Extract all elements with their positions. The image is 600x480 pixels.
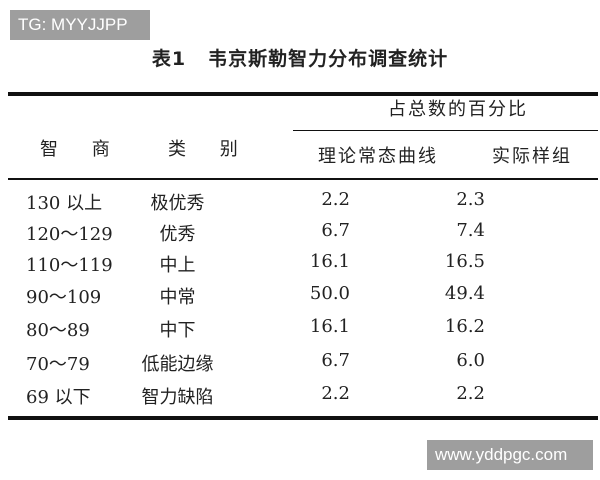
actual-cell: 2.2 — [456, 383, 485, 404]
table-row: 110～119 中上 16.1 16.5 — [0, 251, 600, 276]
table-row: 90～109 中常 50.0 49.4 — [0, 283, 600, 308]
iq-cell: 70～79 — [26, 354, 90, 375]
header-bottom-rule — [8, 178, 598, 180]
watermark-top-left: TG: MYYJJPP — [10, 10, 150, 40]
category-cell: 中下 — [159, 320, 196, 341]
iq-cell: 130 以上 — [26, 193, 103, 214]
theoretical-cell: 6.7 — [321, 350, 350, 371]
actual-cell: 2.3 — [456, 189, 485, 210]
category-cell: 极优秀 — [150, 193, 205, 214]
category-cell: 智力缺陷 — [141, 387, 214, 408]
header-sub-rule — [293, 130, 598, 131]
theoretical-cell: 2.2 — [321, 383, 350, 404]
header-category: 类 别 — [168, 139, 252, 160]
table-row: 70～79 低能边缘 6.7 6.0 — [0, 350, 600, 375]
table-title-text: 韦京斯勒智力分布调查统计 — [208, 48, 449, 70]
header-percent-group: 占总数的百分比 — [388, 99, 528, 120]
table-title: 表1 韦京斯勒智力分布调查统计 — [0, 44, 600, 71]
table-row: 80～89 中下 16.1 16.2 — [0, 316, 600, 341]
table-row: 69 以下 智力缺陷 2.2 2.2 — [0, 383, 600, 408]
watermark-bottom-right: www.yddpgc.com — [427, 440, 593, 470]
iq-cell: 80～89 — [26, 320, 90, 341]
header-theoretical: 理论常态曲线 — [318, 146, 438, 167]
theoretical-cell: 50.0 — [309, 283, 350, 304]
header-actual: 实际样组 — [492, 146, 572, 167]
iq-cell: 69 以下 — [26, 387, 91, 408]
iq-cell: 120～129 — [26, 224, 113, 245]
bottom-rule — [8, 416, 598, 420]
table-number: 表1 — [151, 48, 187, 70]
theoretical-cell: 2.2 — [321, 189, 350, 210]
theoretical-cell: 6.7 — [321, 220, 350, 241]
theoretical-cell: 16.1 — [309, 251, 350, 272]
actual-cell: 49.4 — [444, 283, 485, 304]
iq-cell: 90～109 — [26, 287, 102, 308]
category-cell: 优秀 — [159, 224, 196, 245]
top-rule — [8, 92, 598, 96]
table-row: 120～129 优秀 6.7 7.4 — [0, 220, 600, 245]
actual-cell: 7.4 — [456, 220, 485, 241]
iq-cell: 110～119 — [26, 255, 113, 276]
actual-cell: 16.5 — [444, 251, 485, 272]
theoretical-cell: 16.1 — [309, 316, 350, 337]
category-cell: 低能边缘 — [141, 354, 214, 375]
table-row: 130 以上 极优秀 2.2 2.3 — [0, 189, 600, 214]
actual-cell: 16.2 — [444, 316, 485, 337]
category-cell: 中上 — [159, 255, 196, 276]
actual-cell: 6.0 — [456, 350, 485, 371]
header-iq: 智 商 — [40, 139, 124, 160]
category-cell: 中常 — [159, 287, 196, 308]
